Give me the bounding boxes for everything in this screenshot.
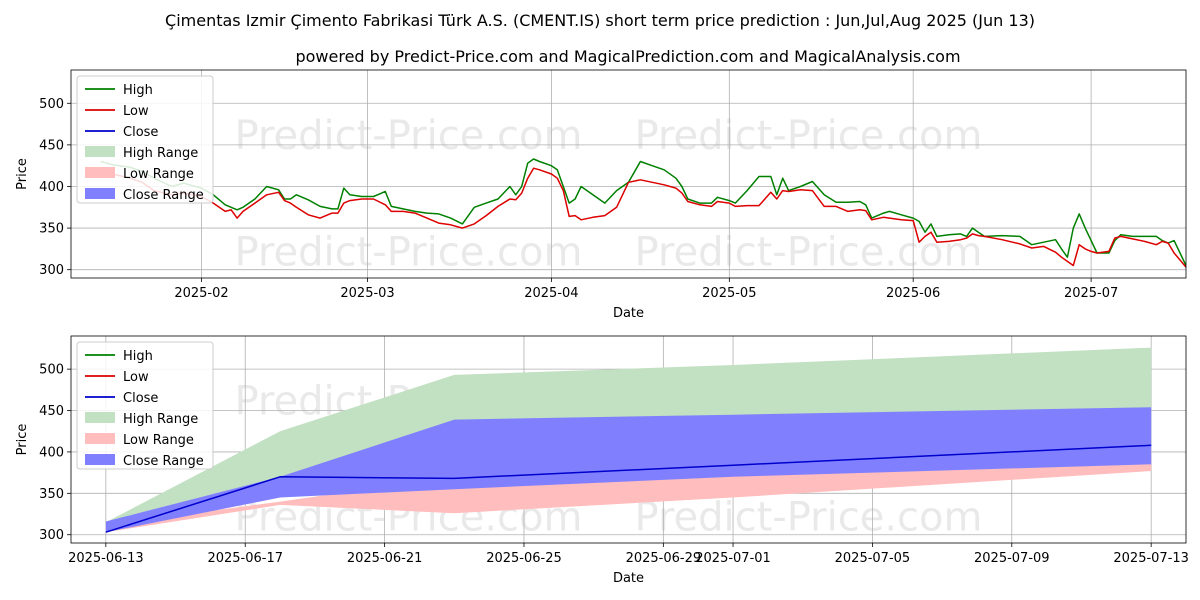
legend-label: Low Range bbox=[123, 433, 194, 448]
watermark-text: Predict-Price.com bbox=[235, 230, 583, 276]
bottom-chart-panel: Predict-Price.comPredict-Price.comPredic… bbox=[15, 335, 1189, 586]
x-tick-label: 2025-07-01 bbox=[695, 551, 771, 566]
watermark-text: Predict-Price.com bbox=[635, 495, 983, 541]
legend-label: High bbox=[123, 349, 153, 364]
y-tick-label: 450 bbox=[39, 404, 64, 419]
close-range-area bbox=[1186, 142, 1200, 268]
chart-subtitle: powered by Predict-Price.com and Magical… bbox=[295, 47, 960, 66]
y-tick-label: 350 bbox=[39, 487, 64, 502]
top-chart-panel: Predict-Price.com Predict-Price.com Predic… bbox=[15, 69, 1200, 321]
legend-label: Low bbox=[123, 370, 149, 385]
watermark-text: Predict-Price.com bbox=[635, 113, 983, 159]
legend: High Low Close High Range Low Range Close Ran… bbox=[76, 75, 214, 204]
chart-title: Çimentas Izmir Çimento Fabrikasi Türk A.… bbox=[165, 11, 1035, 30]
y-axis-label: Price bbox=[15, 424, 30, 456]
plot-frame bbox=[70, 335, 1187, 544]
legend-label: Close Range bbox=[123, 454, 204, 469]
legend-swatch-high-range bbox=[85, 146, 115, 157]
plot-frame bbox=[70, 69, 1187, 279]
x-axis-label: Date bbox=[613, 571, 644, 586]
legend: High Low Close High Range Low Range Close Ran… bbox=[76, 341, 214, 470]
legend-swatch-close-range bbox=[85, 188, 115, 199]
y-tick-label: 300 bbox=[39, 263, 64, 278]
legend-label: Close Range bbox=[123, 188, 204, 203]
legend-label: Close bbox=[123, 125, 158, 140]
y-tick-label: 400 bbox=[39, 445, 64, 460]
legend-swatch-close-range bbox=[85, 454, 115, 465]
legend-swatch-low-range bbox=[85, 167, 115, 178]
watermark-text: Predict-Price.com bbox=[235, 113, 583, 159]
x-tick-label: 2025-04 bbox=[524, 286, 578, 301]
x-tick-label: 2025-06 bbox=[886, 286, 940, 301]
y-tick-label: 450 bbox=[39, 138, 64, 153]
x-tick-label: 2025-07 bbox=[1064, 286, 1118, 301]
high-range-area bbox=[1186, 82, 1200, 268]
low-range-area bbox=[1186, 187, 1200, 268]
close-series-line bbox=[1185, 265, 1186, 268]
x-tick-label: 2025-02 bbox=[174, 286, 228, 301]
x-tick-label: 2025-07-09 bbox=[974, 551, 1050, 566]
y-tick-label: 400 bbox=[39, 180, 64, 195]
x-tick-label: 2025-06-21 bbox=[347, 551, 423, 566]
legend-label: High Range bbox=[123, 412, 198, 427]
x-tick-label: 2025-07-13 bbox=[1113, 551, 1189, 566]
legend-label: High bbox=[123, 83, 153, 98]
high-series-line bbox=[100, 158, 1186, 266]
y-axis-label: Price bbox=[15, 158, 30, 190]
plot-area bbox=[100, 82, 1200, 268]
legend-label: Close bbox=[123, 391, 158, 406]
legend-label: Low bbox=[123, 104, 149, 119]
close-series-line bbox=[105, 444, 1152, 533]
x-tick-label: 2025-03 bbox=[340, 286, 394, 301]
y-tick-label: 350 bbox=[39, 222, 64, 237]
plot-area bbox=[105, 347, 1152, 533]
x-tick-label: 2025-06-17 bbox=[207, 551, 283, 566]
y-tick-label: 300 bbox=[39, 528, 64, 543]
plot-background bbox=[71, 70, 1186, 278]
low-series-line bbox=[100, 167, 1186, 268]
legend-swatch-low-range bbox=[85, 433, 115, 444]
x-tick-label: 2025-06-13 bbox=[68, 551, 144, 566]
x-tick-label: 2025-06-29 bbox=[626, 551, 702, 566]
x-tick-label: 2025-05 bbox=[702, 286, 756, 301]
x-axis-label: Date bbox=[613, 306, 644, 321]
watermark-text: Predict-Price.com bbox=[635, 230, 983, 276]
y-tick-label: 500 bbox=[39, 97, 64, 112]
legend-label: Low Range bbox=[123, 167, 194, 182]
y-tick-label: 500 bbox=[39, 363, 64, 378]
legend-swatch-high-range bbox=[85, 412, 115, 423]
x-tick-label: 2025-07-05 bbox=[835, 551, 911, 566]
legend-label: High Range bbox=[123, 146, 198, 161]
x-tick-label: 2025-06-25 bbox=[486, 551, 562, 566]
